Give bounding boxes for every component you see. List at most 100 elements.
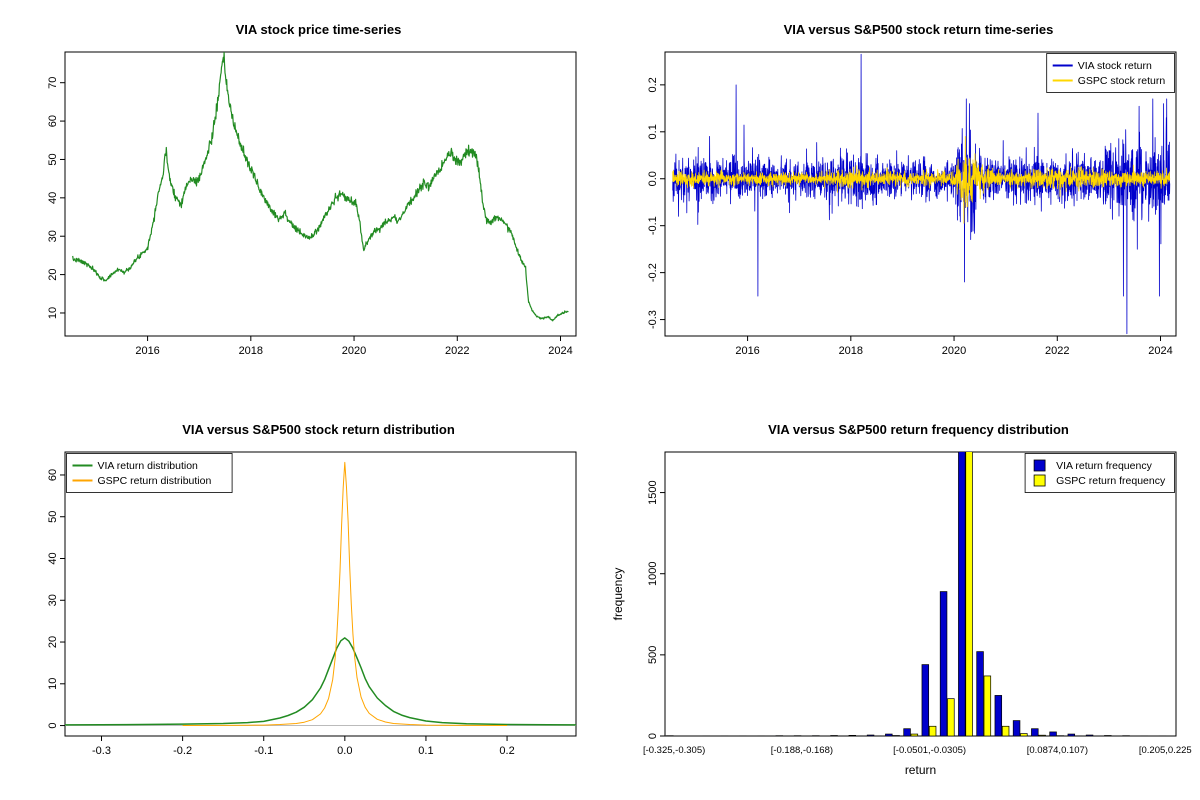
bar: [928, 725, 937, 736]
y-tick-label: 30: [47, 230, 59, 242]
x-tick-label: 2016: [135, 345, 159, 357]
series-group: [65, 461, 576, 727]
y-tick-label: 1500: [647, 480, 659, 504]
y-tick-label: 60: [47, 115, 59, 127]
bar: [1020, 733, 1028, 736]
legend-label: VIA return distribution: [98, 460, 199, 472]
y-tick-label: 20: [47, 636, 59, 648]
legend-swatch-box: [1033, 459, 1046, 472]
return-frequency-plot: 0 500 1000 1500 [-0.325,-0.305) [-0.188,-0.16…: [611, 451, 1192, 777]
bar: [1085, 734, 1094, 736]
bar: [947, 698, 955, 736]
series-line: [65, 637, 576, 726]
series-line: [672, 136, 1171, 224]
bar: [965, 452, 973, 736]
bar: [994, 695, 1003, 736]
y-axis: 10 20 30 40 50 60 70: [47, 77, 65, 319]
panel-price-timeseries: VIA stock price time-series 10 20 30 40 50 60…: [0, 0, 600, 400]
bar: [848, 735, 857, 736]
x-tick-label: [0.205,0.225): [1139, 745, 1192, 756]
y-tick-label: 500: [647, 646, 659, 664]
y-tick-label: 50: [47, 153, 59, 165]
panel-return-distribution: VIA versus S&P500 stock return distribut…: [0, 400, 600, 800]
x-tick-label: 2022: [445, 345, 469, 357]
bar: [939, 591, 948, 736]
x-tick-label: 2022: [1045, 345, 1069, 357]
x-tick-label: [-0.325,-0.305): [643, 745, 705, 756]
x-tick-label: [0.0874,0.107): [1027, 745, 1088, 756]
legend: VIA return distribution GSPC return distr…: [66, 453, 233, 493]
x-tick-label: -0.3: [92, 745, 111, 757]
bar: [983, 675, 992, 736]
legend: VIA return frequency GSPC return frequenc…: [1024, 453, 1175, 493]
legend-label: GSPC stock return: [1078, 75, 1166, 87]
x-tick-label: 2024: [548, 345, 572, 357]
series-line: [72, 52, 569, 322]
x-tick-label: -0.1: [254, 745, 273, 757]
series-group: [72, 52, 569, 322]
chart-title-frequency: VIA versus S&P500 return frequency distr…: [768, 422, 1069, 437]
x-tick-label: 0.1: [418, 745, 433, 757]
legend-label: GSPC return distribution: [98, 475, 212, 487]
legend-label: VIA return frequency: [1056, 460, 1152, 472]
x-axis: 2016 2018 2020 2022 2024: [735, 336, 1173, 357]
plot-box: [64, 51, 577, 337]
legend-label: VIA stock return: [1078, 60, 1152, 72]
y-tick-label: 0.0: [647, 171, 659, 186]
legend-box: [1046, 53, 1175, 93]
chart-title-returns: VIA versus S&P500 stock return time-seri…: [783, 22, 1054, 37]
panel-return-timeseries: VIA versus S&P500 stock return time-seri…: [600, 0, 1200, 400]
bar: [866, 734, 875, 736]
return-distribution-plot: 0 10 20 30 40 50 60 -0.3 -0.2 -0.1 0.0 0.1 0.2 VIA re…: [47, 451, 577, 757]
y-tick-label: 60: [47, 469, 59, 481]
y-tick-label: 40: [47, 552, 59, 564]
y-axis-label: frequency: [611, 568, 625, 621]
x-tick-label: 2016: [735, 345, 759, 357]
bar: [1012, 720, 1021, 736]
y-tick-label: 0.1: [647, 124, 659, 139]
y-tick-label: 0: [47, 722, 59, 728]
x-tick-label: 2018: [239, 345, 263, 357]
plot-box: [64, 451, 577, 737]
bar: [903, 728, 911, 736]
return-timeseries-plot: -0.3 -0.2 -0.1 0.0 0.1 0.2 2016 2018 2020 2022 202…: [647, 51, 1177, 357]
y-tick-label: 0.2: [647, 77, 659, 92]
bar: [976, 651, 984, 736]
y-axis: 0 500 1000 1500: [647, 480, 665, 739]
plot-box: [664, 51, 1177, 337]
y-tick-label: 10: [47, 307, 59, 319]
legend: VIA stock return GSPC stock return: [1046, 53, 1175, 93]
x-tick-label: [-0.188,-0.168): [771, 745, 833, 756]
legend-label: GSPC return frequency: [1056, 475, 1166, 487]
chart-title-distribution: VIA versus S&P500 stock return distribut…: [182, 422, 455, 437]
series-group: [672, 53, 1171, 335]
y-tick-label: 50: [47, 511, 59, 523]
series-line: [672, 53, 1171, 335]
bar: [885, 733, 893, 736]
y-axis: 0 10 20 30 40 50 60: [47, 469, 65, 729]
y-tick-label: -0.2: [647, 263, 659, 282]
series-line: [182, 461, 508, 726]
price-timeseries-plot: 10 20 30 40 50 60 70 2016 2018 2020 2022 2024: [47, 51, 577, 357]
series-group: [666, 452, 1174, 736]
bar: [958, 452, 966, 736]
bar: [1049, 731, 1057, 736]
legend-box: [1024, 453, 1175, 493]
x-tick-label: 2020: [942, 345, 966, 357]
bar: [910, 733, 919, 736]
x-tick-label: 2024: [1148, 345, 1172, 357]
bar: [1031, 728, 1039, 736]
x-axis: [-0.325,-0.305) [-0.188,-0.168) [-0.0501,-…: [643, 745, 1192, 756]
x-tick-label: -0.2: [173, 745, 192, 757]
panel-return-frequency: VIA versus S&P500 return frequency distr…: [600, 400, 1200, 800]
bar: [921, 664, 930, 736]
chart-title-price: VIA stock price time-series: [235, 22, 402, 37]
x-tick-label: 2018: [839, 345, 863, 357]
x-axis-label: return: [905, 763, 936, 777]
legend-swatch-box: [1033, 474, 1046, 487]
bar: [1001, 725, 1010, 736]
y-tick-label: 30: [47, 594, 59, 606]
y-tick-label: 70: [47, 77, 59, 89]
x-tick-label: 2020: [342, 345, 366, 357]
y-tick-label: -0.3: [647, 310, 659, 329]
